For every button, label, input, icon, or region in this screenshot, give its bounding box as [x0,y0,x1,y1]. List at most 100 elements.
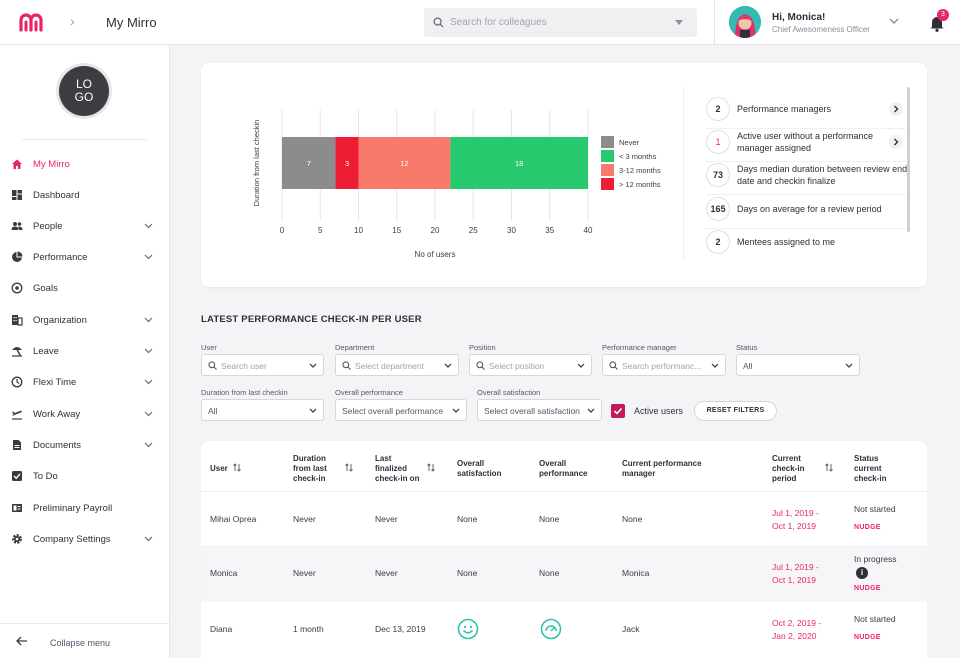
payroll-icon [12,504,22,512]
column-header-last-finalized[interactable]: Last finalized check-in on [375,454,420,483]
bar-data-label: 18 [515,159,523,168]
cell-manager: Monica [622,568,650,578]
filter-department-label: Department [335,343,375,352]
column-header-satisfaction: Overall satisfaction [457,459,502,478]
filter-position-label: Position [469,343,496,352]
filter-department-select[interactable]: Select department [335,354,459,376]
chevron-down-icon[interactable] [144,535,153,543]
filter-performance-value: Select overall performance [342,406,444,416]
search-input[interactable] [450,15,670,30]
legend-label: > 12 months [619,180,661,189]
cell-user[interactable]: Mihai Oprea [210,514,257,524]
chevron-down-icon [711,363,719,368]
table-row[interactable]: Monica Never Never None None Monica Jul … [201,545,927,602]
column-header-manager: Current performance manager [622,459,702,478]
leave-icon [12,347,22,357]
cell-duration: 1 month [293,624,324,634]
bar-data-label: 7 [307,159,311,168]
chevron-down-icon [577,363,585,368]
cell-period-start: Jul 1, 2019 - [772,508,819,518]
cell-period-start: Oct 2, 2019 - [772,618,822,628]
sort-icon[interactable] [345,463,353,472]
active-users-checkbox[interactable] [611,404,625,418]
x-tick-label: 5 [318,226,323,235]
active-users-label[interactable]: Active users [634,406,684,416]
sidebar-item-people[interactable]: People [0,214,170,238]
sidebar: LO GO My Mirro Dashboard People Performa… [0,45,170,658]
sidebar-item-flexi-time[interactable]: Flexi Time [0,370,170,394]
filter-manager-label: Performance manager [602,343,677,352]
header-divider [714,0,715,45]
filter-duration-select[interactable]: All [201,399,324,421]
column-header-period[interactable]: Current check-in period [772,454,805,483]
happy-face-icon [457,618,479,640]
nudge-button[interactable]: NUDGE [854,585,881,592]
sidebar-item-goals[interactable]: Goals [0,276,170,300]
user-greeting[interactable]: Hi, Monica! [772,12,826,23]
chevron-down-icon[interactable] [144,316,153,324]
chevron-right-icon[interactable] [889,135,903,149]
checkmark-icon [613,407,623,415]
filter-satisfaction-label: Overall satisfaction [477,388,541,397]
user-role: Chief Awesomeness Officer [772,25,870,34]
chevron-down-icon[interactable] [144,222,153,230]
filter-position-select[interactable]: Select position [469,354,592,376]
column-header-user[interactable]: User [210,464,228,473]
nudge-button[interactable]: NUDGE [854,524,881,531]
legend-label: < 3 months [619,152,657,161]
sidebar-item-leave[interactable]: Leave [0,339,170,363]
stats-divider [683,87,684,259]
sidebar-item-my-mirro[interactable]: My Mirro [0,152,170,176]
sort-icon[interactable] [825,463,833,472]
colleague-search[interactable] [424,8,697,37]
chevron-down-icon[interactable] [144,347,153,355]
cell-performance: None [539,514,560,524]
filter-user-select[interactable]: Search user [201,354,324,376]
chevron-right-icon[interactable] [889,102,903,116]
sidebar-item-to-do[interactable]: To Do [0,464,170,488]
top-bar: › My Mirro Hi, Monica! Chief Awesomeness… [0,0,960,45]
nudge-button[interactable]: NUDGE [854,634,881,641]
stat-label: Active user without a performance manage… [737,131,874,153]
sort-icon[interactable] [427,463,435,472]
cell-user[interactable]: Diana [210,624,233,634]
chevron-down-icon[interactable] [889,16,899,26]
sidebar-item-work-away[interactable]: Work Away [0,402,170,426]
filter-performance-select[interactable]: Select overall performance [335,399,467,421]
x-tick-label: 15 [392,226,401,235]
sidebar-item-organization[interactable]: Organization [0,308,170,332]
sidebar-item-preliminary-payroll[interactable]: Preliminary Payroll [0,496,170,520]
column-header-duration[interactable]: Duration from last check-in [293,454,327,483]
chevron-down-icon[interactable] [144,410,153,418]
caret-down-icon[interactable] [675,20,683,25]
stat-value: 1 [706,130,730,154]
x-tick-label: 10 [354,226,363,235]
duration-bar-chart: 0 5 10 15 20 25 30 35 40 7 3 12 18 No of users Duratio… [252,110,661,259]
filter-status-select[interactable]: All [736,354,860,376]
chevron-down-icon [587,408,595,413]
sidebar-item-label: Leave [33,346,59,357]
mirro-logo-icon[interactable] [18,11,48,33]
sort-icon[interactable] [233,463,241,472]
reset-filters-button[interactable]: RESET FILTERS [694,401,777,421]
cell-user[interactable]: Monica [210,568,238,578]
sidebar-item-dashboard[interactable]: Dashboard [0,183,170,207]
table-row[interactable]: Diana 1 month Dec 13, 2019 Jack Oct 2, 2… [201,602,927,658]
filter-manager-select[interactable]: Search performanc... [602,354,726,376]
chevron-down-icon [444,363,452,368]
avatar[interactable] [729,6,761,38]
chevron-down-icon[interactable] [144,441,153,449]
sidebar-item-company-settings[interactable]: Company Settings [0,527,170,551]
section-title: LATEST PERFORMANCE CHECK-IN PER USER [201,314,422,325]
sidebar-item-performance[interactable]: Performance [0,245,170,269]
chevron-down-icon[interactable] [144,253,153,261]
info-icon[interactable]: i [856,567,868,579]
stats-scrollbar[interactable] [907,87,910,232]
chevron-down-icon[interactable] [144,378,153,386]
collapse-menu-button[interactable]: Collapse menu [0,623,170,658]
filter-satisfaction-select[interactable]: Select overall satisfaction [477,399,602,421]
sidebar-item-documents[interactable]: Documents [0,433,170,457]
legend-label: Never [619,138,640,147]
cell-performance: None [539,568,560,578]
table-row[interactable]: Mihai Oprea Never Never None None None J… [201,491,927,545]
